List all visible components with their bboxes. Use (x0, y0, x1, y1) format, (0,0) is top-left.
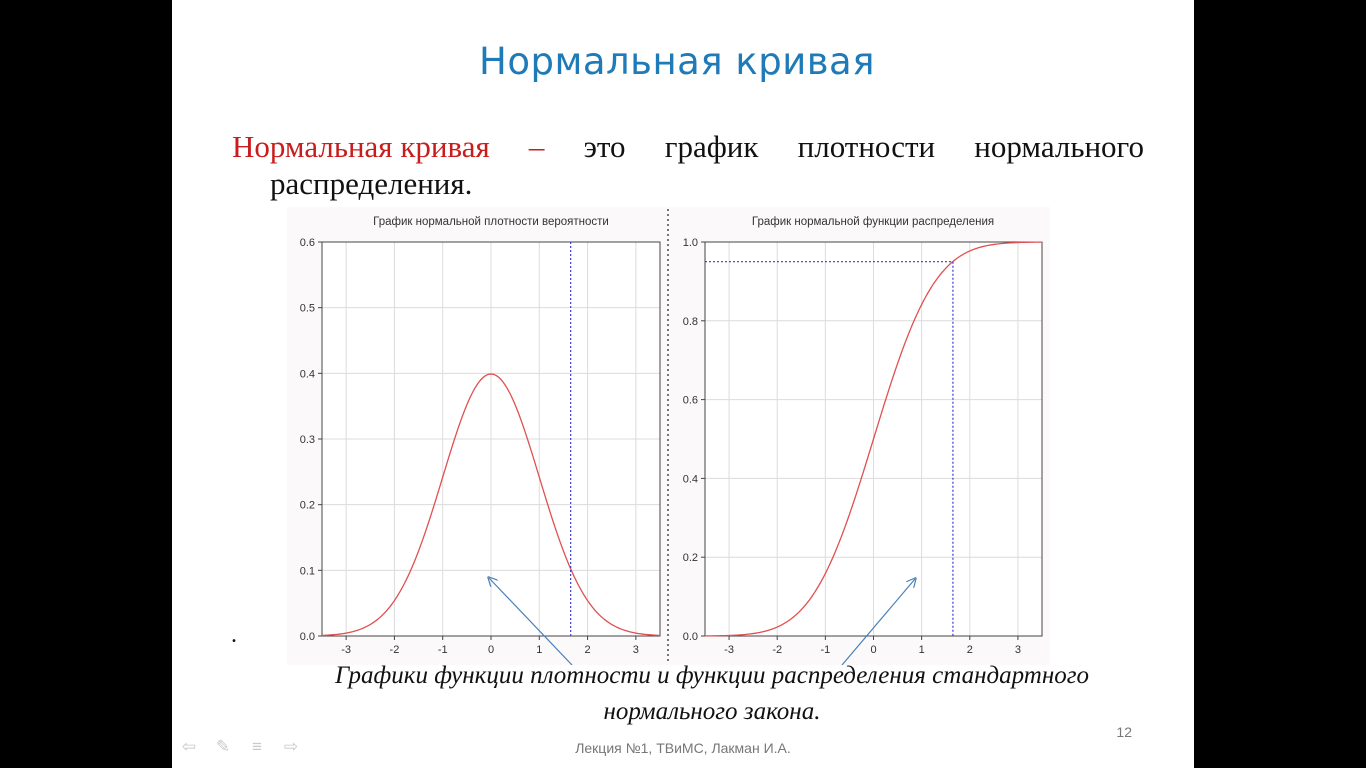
caption-line-2: нормального закона. (603, 698, 821, 725)
y-tick-label: 0.8 (683, 316, 698, 328)
x-tick-label: -3 (724, 644, 734, 656)
y-tick-label: 0.0 (300, 631, 315, 643)
bullet-dot: . (231, 622, 237, 648)
x-tick-label: -2 (390, 644, 400, 656)
y-tick-label: 0.6 (300, 237, 315, 249)
y-tick-label: 0.2 (683, 552, 698, 564)
x-tick-label: -1 (438, 644, 448, 656)
y-tick-label: 0.5 (300, 303, 315, 315)
arrow-left-icon[interactable]: ⇦ (181, 737, 197, 756)
definition-text: Нормальная кривая – это график плотности… (232, 128, 1144, 202)
plot-frame (704, 241, 1043, 637)
plot-frame (321, 241, 661, 637)
y-tick-label: 1.0 (683, 237, 698, 249)
charts-figure: График нормальной плотности вероятности -… (287, 207, 1050, 665)
definition-word: плотности (797, 129, 936, 164)
x-tick-label: 0 (870, 644, 876, 656)
slide-number: 12 (1116, 724, 1132, 740)
chart-panel-1: График нормальной плотности вероятности -… (300, 216, 661, 656)
arrow-right-icon[interactable]: ⇨ (283, 737, 299, 756)
x-tick-label: 1 (536, 644, 542, 656)
caption-line-1: Графики функции плотности и функции расп… (334, 662, 1090, 689)
y-tick-label: 0.2 (300, 500, 315, 512)
x-tick-label: 3 (1015, 644, 1021, 656)
x-tick-label: -2 (772, 644, 782, 656)
y-tick-label: 0.6 (683, 395, 698, 407)
figure-caption: Графики функции плотности и функции расп… (232, 658, 1192, 730)
x-tick-label: 1 (919, 644, 925, 656)
pen-icon[interactable]: ✎ (215, 737, 231, 756)
y-tick-label: 0.3 (300, 434, 315, 446)
x-tick-label: 0 (488, 644, 494, 656)
definition-word: график (664, 129, 759, 164)
chart-title: График нормальной плотности вероятности (373, 216, 609, 228)
x-tick-label: -3 (341, 644, 351, 656)
x-tick-label: 2 (967, 644, 973, 656)
slide-title: Нормальная кривая (479, 40, 875, 83)
y-tick-label: 0.4 (300, 368, 315, 380)
definition-line2: распределения. (270, 166, 473, 201)
x-tick-label: 2 (585, 644, 591, 656)
chart-title: График нормальной функции распределения (752, 216, 994, 228)
x-tick-label: 3 (633, 644, 639, 656)
annotation-arrow-pdf (489, 578, 573, 665)
series-curve (704, 241, 1043, 637)
x-tick-label: -1 (820, 644, 830, 656)
definition-dash: – (528, 129, 545, 164)
series-curve (321, 373, 661, 637)
y-tick-label: 0.1 (300, 565, 315, 577)
y-tick-label: 0.0 (683, 631, 698, 643)
menu-icon[interactable]: ≡ (252, 737, 262, 756)
chart-panel-2: График нормальной функции распределения -… (683, 216, 1043, 656)
slideshow-nav: ⇦ ✎ ≡ ⇨ (178, 738, 302, 756)
annotation-arrow-cdf (841, 579, 915, 665)
y-tick-label: 0.4 (683, 473, 698, 485)
slide-footer: Лекция №1, ТВиМС, Лакман И.А. (575, 740, 791, 756)
definition-term: Нормальная кривая (232, 129, 490, 164)
definition-word: нормального (974, 129, 1144, 164)
definition-word: это (583, 129, 626, 164)
slide: Нормальная кривая Нормальная кривая – эт… (172, 0, 1194, 768)
